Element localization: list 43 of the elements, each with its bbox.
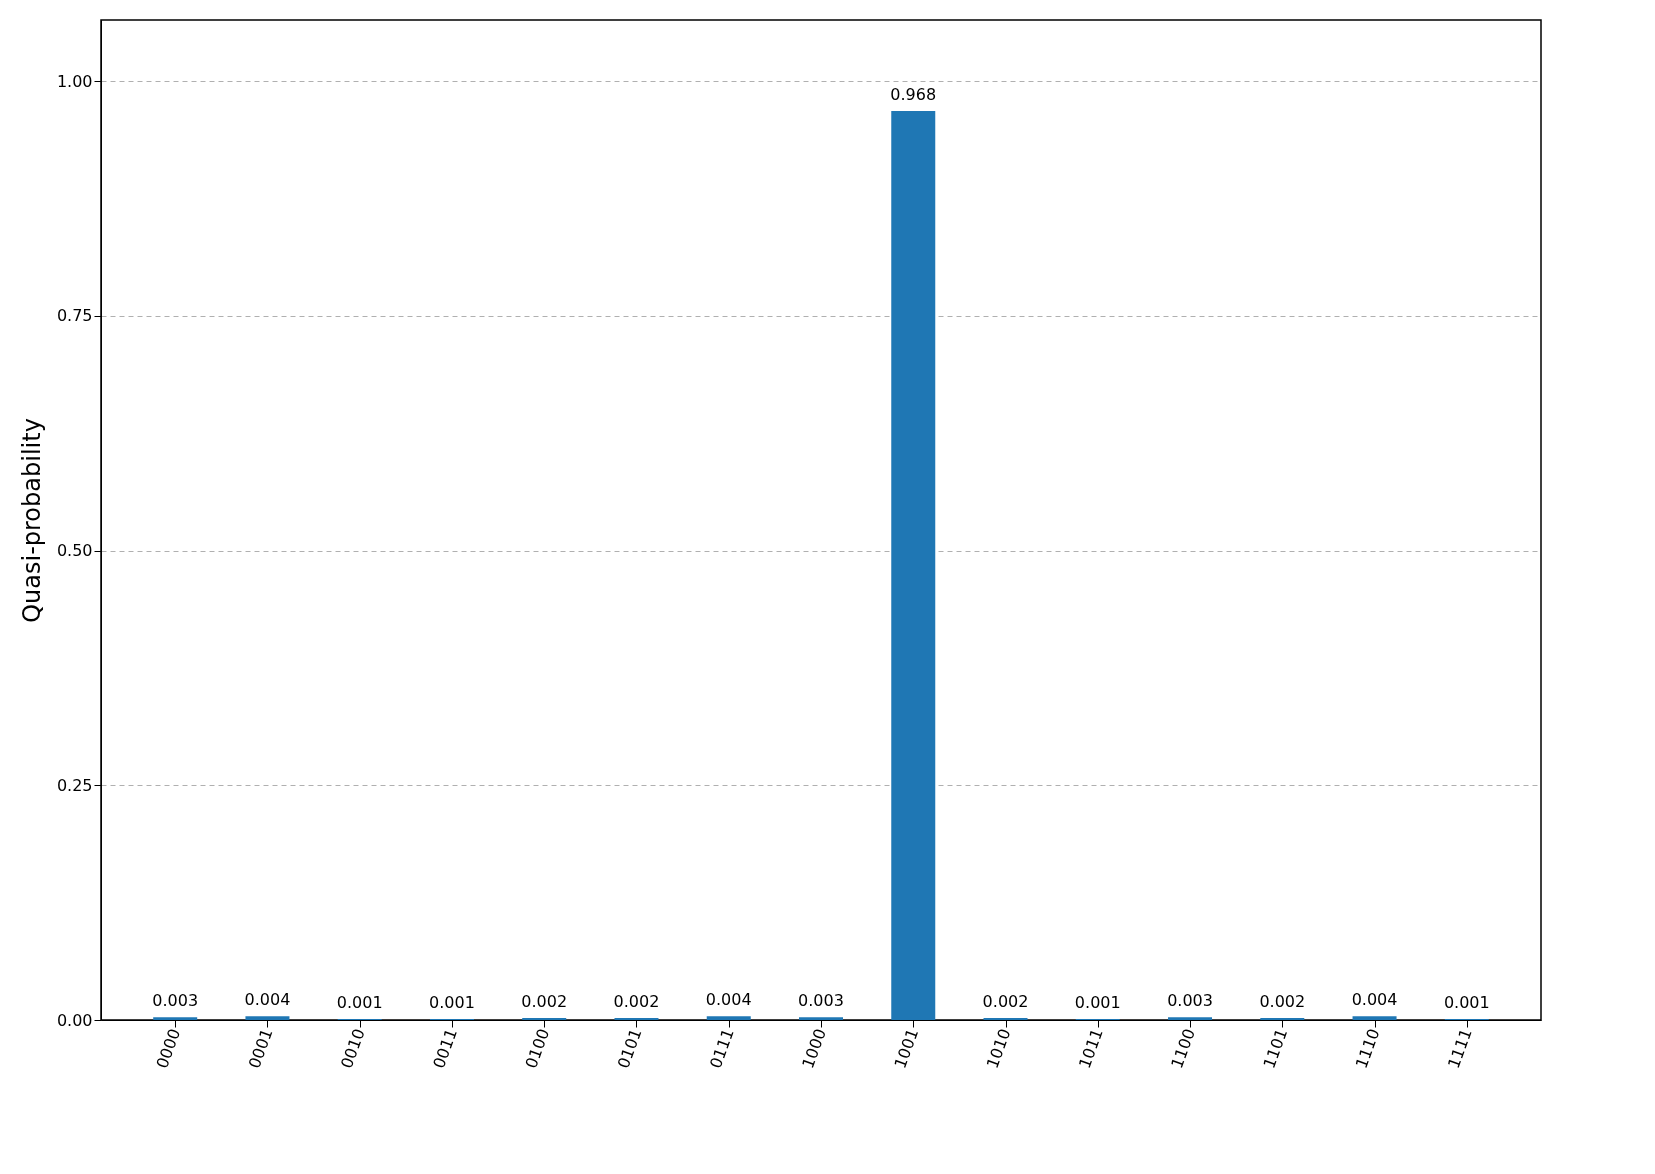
data-label: 0.001 (429, 993, 475, 1013)
bar (799, 1017, 843, 1020)
y-tick-label: 1.00 (56, 71, 93, 91)
x-tick-label: 0111 (705, 1026, 738, 1071)
y-tick-label: 0.50 (56, 541, 93, 561)
x-tick-label: 1110 (1351, 1026, 1384, 1071)
x-tick-label: 1111 (1443, 1026, 1476, 1071)
bar (1352, 1016, 1397, 1020)
x-tick-label: 1010 (982, 1026, 1015, 1071)
x-tick-label: 0011 (429, 1026, 461, 1071)
data-label: 0.001 (1074, 993, 1121, 1013)
x-tick-label: 0010 (336, 1026, 369, 1071)
data-label: 0.003 (798, 991, 844, 1011)
data-label: 0.004 (705, 990, 752, 1010)
data-label: 0.003 (1167, 991, 1213, 1011)
y-tick-label: 0.25 (56, 775, 93, 795)
data-label: 0.002 (521, 992, 568, 1012)
bar (245, 1016, 290, 1020)
y-tick-label: 0.75 (56, 306, 93, 326)
x-tick-label: 0001 (244, 1026, 277, 1071)
data-label: 0.004 (1351, 990, 1398, 1010)
data-label: 0.001 (1443, 993, 1490, 1013)
data-label: 0.002 (1259, 992, 1306, 1012)
x-tick-label: 1100 (1167, 1026, 1199, 1071)
bar (1168, 1017, 1213, 1020)
x-tick-label: 1000 (798, 1026, 830, 1071)
x-tick-label: 1011 (1074, 1026, 1107, 1071)
data-label: 0.004 (244, 990, 291, 1010)
x-tick-label: 0101 (613, 1026, 646, 1071)
data-label: 0.002 (982, 992, 1029, 1012)
data-label: 0.002 (613, 992, 660, 1012)
x-tick-label: 0100 (521, 1026, 554, 1071)
data-label: 0.003 (152, 991, 199, 1011)
y-tick-label: 0.00 (56, 1010, 93, 1030)
bar (891, 111, 936, 1020)
bar (706, 1016, 751, 1020)
x-tick-label: 1101 (1259, 1026, 1292, 1071)
x-tick-label: 1001 (890, 1026, 923, 1071)
data-label: 0.001 (336, 993, 383, 1013)
data-label: 0.968 (890, 85, 937, 105)
y-axis-title: Quasi-probability (17, 418, 46, 623)
bar (153, 1017, 198, 1020)
x-tick-label: 0000 (152, 1026, 185, 1071)
